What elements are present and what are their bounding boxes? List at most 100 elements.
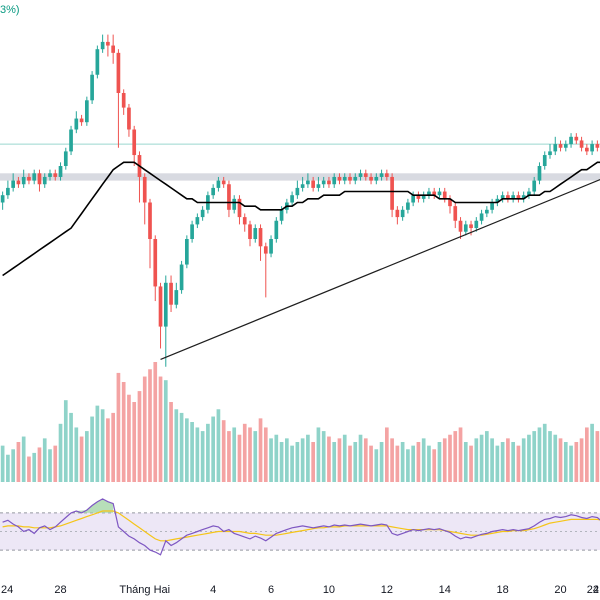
candle	[416, 191, 421, 203]
volume-bar	[258, 418, 263, 482]
x-tick-label: Tháng Hai	[119, 584, 170, 596]
candle-body	[490, 202, 494, 210]
candle-body	[521, 195, 526, 199]
candle	[21, 169, 26, 188]
candle	[195, 213, 200, 229]
candle-body	[511, 195, 515, 199]
candle	[300, 176, 305, 192]
candle-body	[127, 107, 131, 130]
candle-body	[595, 144, 600, 148]
volume-bar	[532, 431, 537, 482]
volume-bar	[16, 442, 21, 482]
candle	[221, 176, 226, 188]
volume-bar	[248, 427, 252, 482]
volume-bar	[432, 449, 437, 482]
candle-body	[516, 195, 521, 199]
volume-bar	[479, 434, 484, 482]
candle	[532, 176, 537, 196]
candle-body	[300, 184, 305, 188]
candle-body	[485, 209, 489, 214]
candle-body	[6, 187, 10, 196]
volume-bar	[37, 447, 42, 482]
candle-body	[106, 41, 110, 46]
candle-body	[353, 176, 358, 181]
candle	[379, 169, 384, 181]
candle-body	[527, 191, 531, 196]
candle-body	[79, 118, 84, 123]
candle	[290, 191, 294, 207]
candle-body	[448, 198, 452, 207]
candle-body	[21, 176, 26, 185]
volume-bar	[27, 456, 31, 482]
x-tick-label: 28	[54, 584, 66, 596]
volume-bar	[458, 427, 463, 482]
candle	[411, 191, 415, 207]
candle	[332, 173, 337, 188]
x-tick-label: 18	[497, 584, 509, 596]
candle-body	[548, 151, 552, 156]
candle	[442, 187, 447, 203]
volume-bar	[474, 438, 479, 482]
candle-body	[74, 118, 79, 130]
candle	[521, 191, 526, 203]
candle-body	[369, 176, 373, 181]
candle	[111, 34, 115, 64]
candle-body	[100, 41, 105, 50]
volume-bar	[553, 434, 558, 482]
candle	[395, 206, 400, 225]
candle-body	[400, 209, 405, 218]
resistance-zone	[0, 173, 600, 181]
volume-bar	[58, 423, 63, 482]
volume-bar	[490, 438, 494, 482]
candle-body	[11, 180, 15, 188]
x-tick-label: 24	[1, 584, 13, 596]
volume-panel	[0, 362, 600, 482]
rsi-panel	[0, 498, 600, 556]
candle	[216, 176, 221, 192]
candle	[11, 173, 15, 192]
candle	[79, 114, 84, 126]
volume-bar	[253, 431, 258, 482]
candle-body	[142, 176, 147, 203]
volume-bar	[158, 376, 163, 482]
volume-bar	[485, 431, 489, 482]
candle	[48, 169, 52, 181]
volume-bar	[390, 438, 394, 482]
candle	[458, 217, 463, 239]
candle-body	[332, 176, 337, 185]
candle	[342, 173, 347, 185]
volume-bar	[537, 427, 542, 482]
candle	[27, 173, 31, 185]
candle-body	[495, 198, 500, 203]
candle-body	[469, 224, 473, 229]
volume-bar	[363, 438, 368, 482]
candle	[421, 191, 426, 203]
volume-bar	[585, 427, 589, 482]
candle-body	[95, 49, 100, 75]
volume-bar	[469, 445, 473, 482]
candle	[190, 220, 194, 243]
volume-bar	[227, 431, 231, 482]
price-change-label: 3%)	[0, 4, 20, 16]
volume-bar	[374, 449, 379, 482]
volume-bar	[558, 438, 563, 482]
candle-body	[390, 176, 394, 210]
candle	[163, 275, 168, 367]
volume-bar	[516, 445, 521, 482]
candle-body	[406, 202, 410, 210]
volume-bar	[216, 409, 221, 482]
candle-body	[437, 191, 442, 196]
candle-body	[553, 144, 558, 152]
candle	[95, 45, 100, 79]
volume-bar	[32, 452, 37, 482]
candle-body	[374, 176, 379, 181]
volume-bar	[211, 416, 215, 482]
volume-bar	[416, 442, 421, 482]
candle	[90, 71, 94, 104]
candle	[132, 125, 137, 166]
candle	[406, 198, 410, 214]
candle-body	[69, 129, 73, 152]
rsi-ma-line	[2, 510, 600, 542]
volume-bar	[342, 434, 347, 482]
